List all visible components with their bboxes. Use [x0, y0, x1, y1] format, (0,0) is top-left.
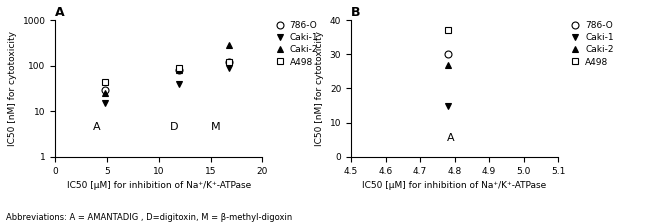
Text: A: A — [55, 6, 65, 19]
Legend: 786-O, Caki-1, Caki-2, A498: 786-O, Caki-1, Caki-2, A498 — [270, 17, 322, 70]
Text: Abbreviations: A = AMANTADIG , D=digitoxin, M = β-methyl-digoxin: Abbreviations: A = AMANTADIG , D=digitox… — [6, 213, 292, 222]
Text: A: A — [447, 133, 455, 143]
Y-axis label: IC50 [nM] for cytotoxicity: IC50 [nM] for cytotoxicity — [8, 31, 17, 146]
Text: D: D — [170, 122, 179, 132]
X-axis label: IC50 [μM] for inhibition of Na⁺/K⁺-ATPase: IC50 [μM] for inhibition of Na⁺/K⁺-ATPas… — [67, 181, 251, 190]
Text: B: B — [351, 6, 361, 19]
Y-axis label: IC50 [nM] for cytotoxicity: IC50 [nM] for cytotoxicity — [315, 31, 324, 146]
Text: M: M — [211, 122, 220, 132]
Text: A: A — [93, 122, 101, 132]
Legend: 786-O, Caki-1, Caki-2, A498: 786-O, Caki-1, Caki-2, A498 — [566, 17, 618, 70]
X-axis label: IC50 [μM] for inhibition of Na⁺/K⁺-ATPase: IC50 [μM] for inhibition of Na⁺/K⁺-ATPas… — [363, 181, 547, 190]
